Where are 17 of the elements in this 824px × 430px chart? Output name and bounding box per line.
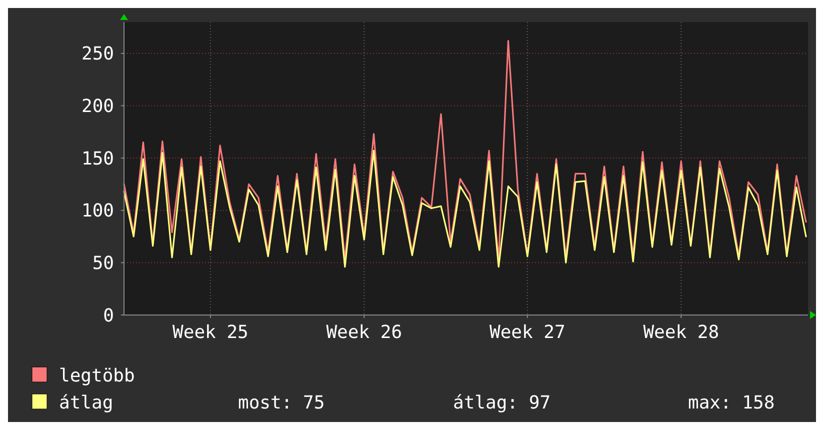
line-series: [123, 40, 807, 262]
legend-label: átlag: [59, 392, 114, 414]
text: átlag: 97: [453, 392, 551, 414]
legend-label: legtöbb: [59, 365, 135, 386]
y-tick-label: 50: [92, 252, 114, 274]
y-tick-label: 250: [81, 44, 114, 65]
y-tick-label: 150: [81, 148, 114, 170]
x-tick-label: Week 25: [172, 322, 248, 343]
x-tick-label: Week 27: [490, 322, 566, 343]
line-series: [123, 150, 807, 268]
text: most: 75: [238, 392, 325, 414]
y-tick-label: 0: [103, 305, 114, 326]
text: max: 158: [688, 392, 775, 414]
x-tick-label: Week 26: [326, 322, 402, 343]
x-tick-label: Week 28: [643, 322, 720, 343]
y-tick-label: 100: [81, 200, 114, 222]
y-tick-label: 200: [81, 96, 114, 118]
